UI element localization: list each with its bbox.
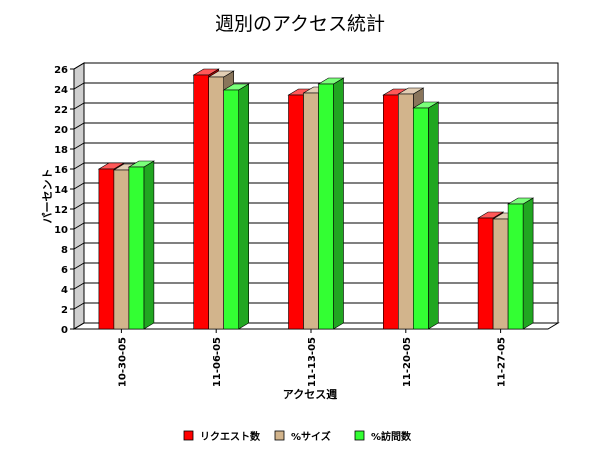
legend-swatch xyxy=(274,430,285,441)
gridline-side xyxy=(73,62,85,70)
y-tick-label: 0 xyxy=(61,325,68,336)
gridline-side xyxy=(73,282,85,290)
bar-front xyxy=(492,218,509,330)
x-tick-label: 11-27-05 xyxy=(497,337,508,387)
y-tick-label: 20 xyxy=(54,125,68,136)
legend-item: リクエスト数 xyxy=(183,430,261,443)
gridline-side xyxy=(73,322,85,330)
y-tick-label: 22 xyxy=(54,105,68,116)
gridline-side xyxy=(73,142,85,150)
legend-swatch xyxy=(183,430,194,441)
y-tick-label: 18 xyxy=(54,145,68,156)
legend-swatch xyxy=(354,430,365,441)
legend: リクエスト数 %サイズ %訪問数 xyxy=(183,430,412,443)
bar-front xyxy=(303,92,319,330)
y-tick-label: 2 xyxy=(61,305,68,316)
y-tick-label: 14 xyxy=(54,185,68,196)
gridline-side xyxy=(73,182,85,190)
gridline-side xyxy=(73,122,85,130)
y-tick-label: 6 xyxy=(61,265,68,276)
legend-label: リクエスト数 xyxy=(200,430,261,443)
x-axis-label: アクセス週 xyxy=(283,387,337,401)
plot-side-wall xyxy=(73,62,85,330)
x-tick-label: 11-06-05 xyxy=(212,337,223,387)
legend-label: %訪問数 xyxy=(371,430,412,443)
gridline-side xyxy=(73,162,85,170)
y-axis-label: パーセント xyxy=(41,169,54,224)
bar xyxy=(127,160,155,330)
bar-front xyxy=(477,217,494,330)
y-tick-label: 16 xyxy=(54,165,68,176)
bar-front xyxy=(208,76,224,330)
bars xyxy=(97,68,535,330)
bar xyxy=(317,77,345,330)
bar-front xyxy=(318,83,334,330)
y-tick-label: 10 xyxy=(54,225,68,236)
gridline-side xyxy=(73,262,85,270)
bar-side xyxy=(522,197,534,330)
bar-front xyxy=(223,89,239,330)
chart-title: 週別のアクセス統計 xyxy=(215,13,385,35)
gridline-side xyxy=(73,222,85,230)
bar xyxy=(507,197,535,330)
gridline-side xyxy=(73,82,85,90)
legend-item: %サイズ xyxy=(274,430,331,443)
bar-front xyxy=(113,169,130,330)
gridline-side xyxy=(73,102,85,110)
x-tick-label: 11-20-05 xyxy=(402,337,413,387)
bar-front xyxy=(193,74,209,330)
bar-front xyxy=(507,203,524,330)
x-axis-ticks: 10-30-05 11-06-05 11-13-05 11-20-05 11-27-05 xyxy=(117,329,508,387)
y-tick-label: 26 xyxy=(54,65,68,76)
bar xyxy=(412,101,440,330)
gridline-side xyxy=(73,202,85,210)
y-tick-label: 8 xyxy=(61,245,68,256)
y-tick-label: 24 xyxy=(54,85,68,96)
bar-side xyxy=(427,101,439,330)
bar-side xyxy=(238,83,249,330)
bar-side xyxy=(143,160,155,330)
x-tick-label: 10-30-05 xyxy=(117,337,128,387)
bar-front xyxy=(382,94,399,330)
gridline-side xyxy=(73,242,85,250)
bar xyxy=(222,83,250,330)
bar-front xyxy=(128,166,145,330)
bar-front xyxy=(397,93,414,330)
legend-item: %訪問数 xyxy=(354,430,412,443)
gridline-side xyxy=(73,302,85,310)
legend-label: %サイズ xyxy=(291,430,331,443)
y-tick-label: 4 xyxy=(61,285,68,296)
y-tick-label: 12 xyxy=(54,205,68,216)
bar-side xyxy=(333,77,344,330)
x-tick-label: 11-13-05 xyxy=(307,337,318,387)
bar-front xyxy=(98,168,115,330)
bar-front xyxy=(288,94,304,330)
bar-front xyxy=(412,107,429,330)
